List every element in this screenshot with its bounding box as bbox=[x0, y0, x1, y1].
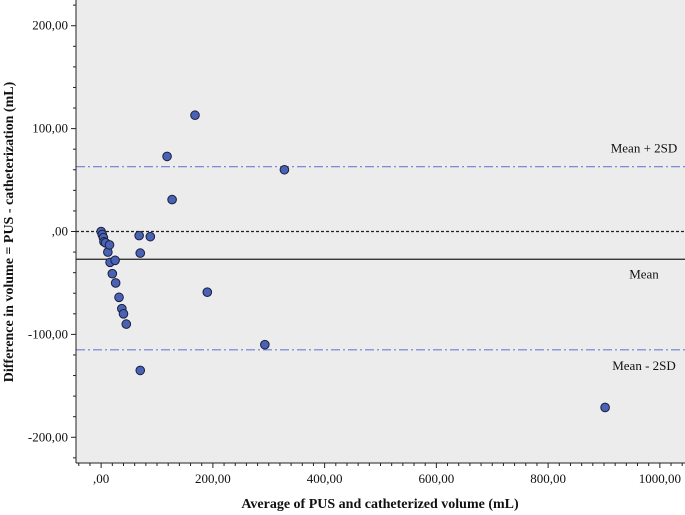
data-point bbox=[134, 230, 144, 241]
y-tick-label: -200,00 bbox=[28, 429, 68, 444]
data-point bbox=[104, 240, 115, 250]
data-point bbox=[600, 402, 610, 413]
y-tick-label: -100,00 bbox=[28, 326, 68, 341]
data-point bbox=[202, 287, 213, 298]
data-point bbox=[107, 268, 118, 279]
x-tick-label: 200,00 bbox=[195, 471, 231, 486]
reference-line-label-2: Mean bbox=[629, 266, 659, 281]
y-axis-title: Difference in volume = PUS - catheteriza… bbox=[2, 81, 17, 382]
data-point bbox=[135, 365, 146, 376]
y-axis-ticks: 200,00 100,00 ,00 -100,00 -200,00 bbox=[28, 4, 76, 459]
data-point bbox=[145, 231, 156, 242]
data-point bbox=[260, 339, 270, 350]
data-point bbox=[114, 292, 124, 303]
x-tick-label: 1000,00 bbox=[639, 471, 681, 486]
y-tick-label: 200,00 bbox=[32, 18, 68, 33]
reference-line-label-3: Mean - 2SD bbox=[612, 358, 676, 373]
x-axis-ticks: ,00 200,00 400,00 600,00 800,00 1000,00 bbox=[78, 463, 683, 486]
data-point bbox=[279, 164, 290, 175]
y-tick-label: ,00 bbox=[52, 224, 68, 239]
x-tick-label: 600,00 bbox=[418, 471, 454, 486]
x-tick-label: ,00 bbox=[93, 471, 109, 486]
x-tick-label: 400,00 bbox=[307, 471, 343, 486]
data-point bbox=[118, 309, 129, 319]
x-tick-label: 800,00 bbox=[530, 471, 566, 486]
reference-lines: Mean + 2SD Mean Mean - 2SD bbox=[76, 141, 685, 373]
data-point bbox=[110, 278, 121, 288]
data-point bbox=[135, 248, 146, 258]
y-tick-label: 100,00 bbox=[32, 121, 68, 136]
data-points bbox=[96, 110, 610, 413]
data-point bbox=[121, 319, 132, 329]
x-axis-title: Average of PUS and catheterized volume (… bbox=[241, 497, 519, 512]
data-point bbox=[167, 194, 177, 205]
reference-line-label-0: Mean + 2SD bbox=[611, 141, 678, 156]
data-point bbox=[162, 151, 172, 162]
data-point bbox=[190, 110, 200, 121]
data-point bbox=[110, 255, 120, 266]
